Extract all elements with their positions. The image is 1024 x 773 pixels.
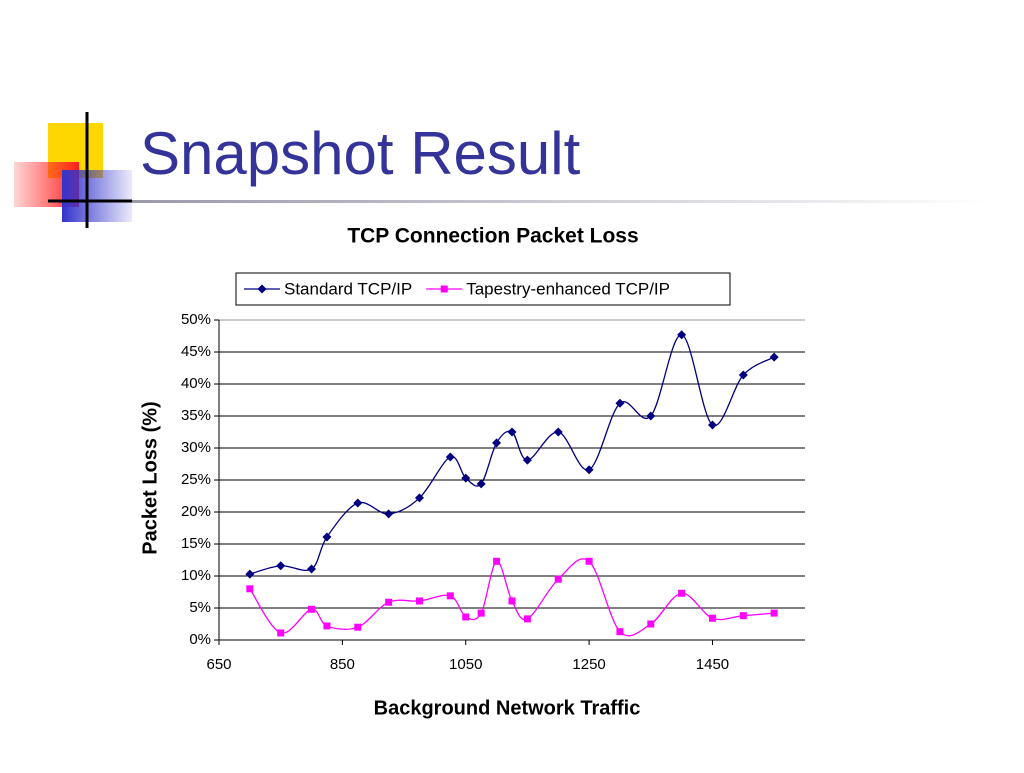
data-point bbox=[308, 605, 316, 613]
y-tick-label: 30% bbox=[181, 439, 211, 456]
data-point bbox=[708, 614, 716, 622]
data-point bbox=[415, 597, 423, 605]
data-point bbox=[384, 509, 394, 519]
legend-label: Tapestry-enhanced TCP/IP bbox=[466, 279, 670, 298]
legend-label: Standard TCP/IP bbox=[284, 279, 412, 298]
y-tick-label: 10% bbox=[181, 567, 211, 584]
y-tick-label: 25% bbox=[181, 471, 211, 488]
legend-marker bbox=[440, 285, 448, 293]
data-point bbox=[615, 398, 625, 408]
data-point bbox=[678, 589, 686, 597]
y-tick-label: 35% bbox=[181, 407, 211, 424]
y-axis-label: Packet Loss (%) bbox=[139, 401, 161, 554]
data-point bbox=[245, 569, 255, 579]
x-tick-label: 1050 bbox=[449, 656, 482, 673]
data-point bbox=[522, 455, 532, 465]
data-point bbox=[646, 411, 656, 421]
y-tick-label: 20% bbox=[181, 503, 211, 520]
data-point bbox=[385, 598, 393, 606]
y-tick-label: 5% bbox=[189, 599, 211, 616]
data-point bbox=[769, 352, 779, 362]
data-point bbox=[353, 498, 363, 508]
data-point bbox=[738, 370, 748, 380]
data-point bbox=[507, 427, 517, 437]
y-tick-label: 50% bbox=[181, 311, 211, 328]
data-point bbox=[276, 561, 286, 571]
data-point bbox=[492, 438, 502, 448]
y-tick-label: 0% bbox=[189, 631, 211, 648]
data-point bbox=[246, 585, 254, 593]
x-axis-label: Background Network Traffic bbox=[374, 697, 641, 719]
data-point bbox=[508, 597, 516, 605]
legend-box bbox=[235, 272, 731, 306]
data-point bbox=[461, 473, 471, 483]
data-point bbox=[707, 420, 717, 430]
data-point bbox=[476, 479, 486, 489]
y-tick-label: 40% bbox=[181, 375, 211, 392]
data-point bbox=[307, 564, 317, 574]
data-point bbox=[323, 622, 331, 630]
chart-title: TCP Connection Packet Loss bbox=[347, 225, 638, 248]
y-tick-label: 45% bbox=[181, 343, 211, 360]
data-point bbox=[446, 592, 454, 600]
x-tick-label: 1450 bbox=[696, 656, 729, 673]
data-point bbox=[445, 452, 455, 462]
data-point bbox=[354, 623, 362, 631]
data-point bbox=[553, 427, 563, 437]
data-point bbox=[277, 629, 285, 637]
data-point bbox=[647, 620, 655, 628]
data-point bbox=[462, 613, 470, 621]
slide-decoration bbox=[14, 112, 992, 228]
data-point bbox=[739, 612, 747, 620]
data-point bbox=[584, 465, 594, 475]
data-point bbox=[477, 609, 485, 617]
x-tick-label: 1250 bbox=[572, 656, 605, 673]
data-point bbox=[493, 557, 501, 565]
x-tick-label: 850 bbox=[330, 656, 355, 673]
slide-title: Snapshot Result bbox=[140, 120, 581, 187]
legend-marker bbox=[257, 284, 267, 294]
data-point bbox=[414, 493, 424, 503]
data-point bbox=[322, 532, 332, 542]
data-point bbox=[677, 330, 687, 340]
data-point bbox=[523, 615, 531, 623]
data-point bbox=[554, 575, 562, 583]
data-point bbox=[616, 628, 624, 636]
data-point bbox=[770, 609, 778, 617]
data-point bbox=[585, 557, 593, 565]
y-tick-label: 15% bbox=[181, 535, 211, 552]
x-tick-label: 650 bbox=[206, 656, 231, 673]
